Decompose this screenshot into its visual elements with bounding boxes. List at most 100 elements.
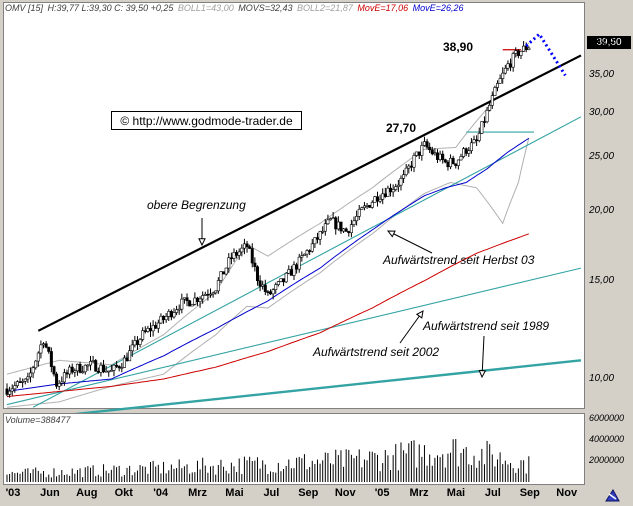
candle-body xyxy=(135,340,139,345)
price-tick-label: 30,00 xyxy=(589,106,615,118)
candle-body xyxy=(331,217,335,220)
candle-body xyxy=(167,311,171,317)
candle-body xyxy=(138,339,142,345)
candle-body xyxy=(339,221,343,232)
ema-short-line xyxy=(6,137,530,392)
candle-body xyxy=(375,196,379,202)
candle-body xyxy=(8,390,12,395)
candle-body xyxy=(271,289,275,295)
price-tick-label: 35,00 xyxy=(589,69,615,81)
label-high-38-90: 38,90 xyxy=(443,40,474,54)
candle-body xyxy=(342,228,346,232)
candle-body xyxy=(274,284,278,290)
candle-body xyxy=(321,230,325,233)
current-price-tag: 39,50 xyxy=(587,36,631,49)
candle-body xyxy=(143,330,147,332)
candle-body xyxy=(389,187,393,193)
candle-body xyxy=(73,370,77,373)
header-symbol: OMV [15] xyxy=(5,3,44,13)
candle-body xyxy=(362,205,366,209)
time-tick-label: Mai xyxy=(446,487,466,499)
price-chart xyxy=(5,31,582,423)
candle-body xyxy=(5,388,9,395)
volume-panel xyxy=(3,413,585,485)
candle-body xyxy=(349,224,353,234)
header-move-blue: MovE=26,26 xyxy=(412,3,464,13)
price-tick-label: 20,00 xyxy=(589,205,615,216)
candle-body xyxy=(62,372,66,383)
candle-body xyxy=(227,257,231,269)
candle-body xyxy=(91,360,95,362)
candle-body xyxy=(242,243,246,249)
candle-body xyxy=(115,364,119,367)
candle-body xyxy=(18,381,22,384)
candle-body xyxy=(141,330,145,340)
candle-body xyxy=(381,193,385,200)
candle-body xyxy=(263,284,267,292)
candle-body xyxy=(177,308,181,311)
arrow-upper-boundary-head xyxy=(198,238,206,247)
chart-header: OMV [15] H:39,77 L:39,30 C: 39,50 +0,25 … xyxy=(5,3,465,13)
candle-body xyxy=(459,156,463,161)
header-movs: MOVS=32,43 xyxy=(238,3,293,13)
time-tick-label: Mrz xyxy=(188,487,208,499)
candle-body xyxy=(302,253,306,256)
label-high-27-70: 27,70 xyxy=(386,121,417,135)
candle-body xyxy=(190,304,194,307)
trendline-2002 xyxy=(6,267,582,406)
candle-body xyxy=(237,251,241,256)
candle-body xyxy=(287,269,291,274)
candle-body xyxy=(209,293,213,296)
candle-body xyxy=(245,243,249,248)
candle-body xyxy=(443,159,447,163)
candle-body xyxy=(522,45,526,52)
candle-body xyxy=(490,95,494,106)
candle-body xyxy=(446,161,450,168)
candle-body xyxy=(122,357,126,368)
candle-body xyxy=(430,149,434,155)
candle-body xyxy=(467,150,471,154)
candle-body xyxy=(417,151,421,156)
candle-body xyxy=(370,202,374,208)
bollinger-upper-line xyxy=(6,42,530,375)
source-watermark[interactable]: © http://www.godmode-trader.de xyxy=(111,111,302,130)
trendline-upper-boundary xyxy=(37,54,582,332)
candle-body xyxy=(253,262,257,268)
candle-body xyxy=(315,237,319,240)
candle-body xyxy=(402,174,406,179)
candle-body xyxy=(133,340,137,346)
candle-body xyxy=(516,50,520,56)
candle-body xyxy=(378,198,382,202)
candle-body xyxy=(195,297,199,302)
price-axis: 10,00 15,00 20,00 25,00 30,00 35,00 40,00 20000… xyxy=(586,2,633,485)
candle-body xyxy=(336,221,340,230)
candle-body xyxy=(503,67,507,74)
label-trend-2002: Aufwärtstrend seit 2002 xyxy=(313,345,440,359)
candle-body xyxy=(454,163,458,166)
candle-body xyxy=(527,47,531,51)
candle-body xyxy=(435,152,439,160)
candle-body xyxy=(52,366,56,375)
candle-body xyxy=(279,278,283,282)
candle-body xyxy=(185,297,189,302)
candle-body xyxy=(21,380,25,383)
candle-body xyxy=(60,381,64,384)
candle-body xyxy=(214,290,218,294)
candle-body xyxy=(15,381,19,386)
time-tick-label: Mrz xyxy=(409,487,429,499)
candle-body xyxy=(509,63,513,68)
candle-body xyxy=(180,298,184,310)
candle-body xyxy=(182,297,186,300)
candle-body xyxy=(156,322,160,329)
candle-body xyxy=(407,165,411,169)
candle-body xyxy=(394,186,398,190)
candle-body xyxy=(83,364,87,373)
header-hlc: H:39,77 L:39,30 C: 39,50 +0,25 xyxy=(47,3,174,13)
candle-body xyxy=(117,366,121,369)
candle-body xyxy=(86,364,90,367)
candle-body xyxy=(112,364,116,371)
label-upper-boundary: obere Begrenzung xyxy=(147,198,246,212)
candle-body xyxy=(485,110,489,123)
chart-tool-icon[interactable] xyxy=(604,488,620,502)
candle-body xyxy=(229,257,233,260)
